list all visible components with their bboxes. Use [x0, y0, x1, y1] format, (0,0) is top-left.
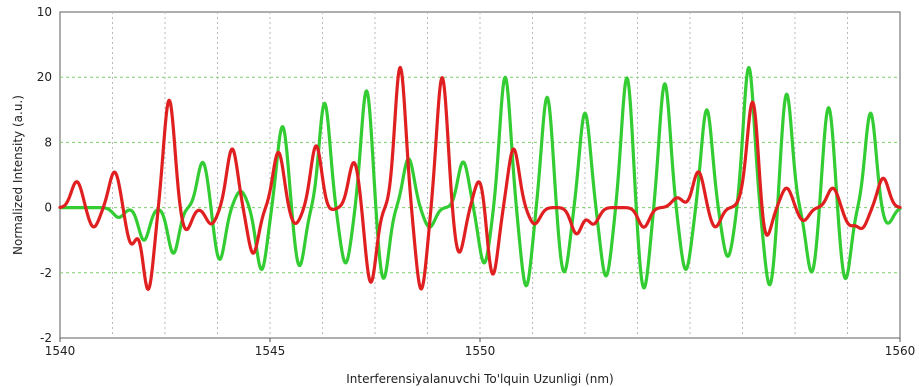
grid [60, 12, 900, 338]
y-tick-label-0: 10 [37, 5, 52, 19]
axis-ticks: 15401545155015651560102080-2-2 [37, 5, 916, 358]
y-tick-label-2: 8 [44, 135, 52, 149]
x-axis-label: Interferensiyalanuvchi To'lquin Uzunligi… [346, 372, 613, 386]
plot-area [59, 11, 901, 339]
x-tick-label-2: 1550 [465, 344, 496, 358]
x-tick-label-0: 1540 [45, 344, 76, 358]
series-group [58, 65, 902, 291]
y-tick-label-5: -2 [40, 331, 52, 345]
series-line-0 [58, 65, 902, 290]
y-tick-label-1: 20 [37, 70, 52, 84]
x-tick-label-4: 1560 [885, 344, 916, 358]
y-axis-label: Normalized Intensity (a.u.) [11, 95, 25, 255]
y-tick-label-4: -2 [40, 266, 52, 280]
x-tick-label-1: 1545 [255, 344, 286, 358]
y-tick-label-3: 0 [44, 201, 52, 215]
series-line-1 [58, 65, 902, 291]
